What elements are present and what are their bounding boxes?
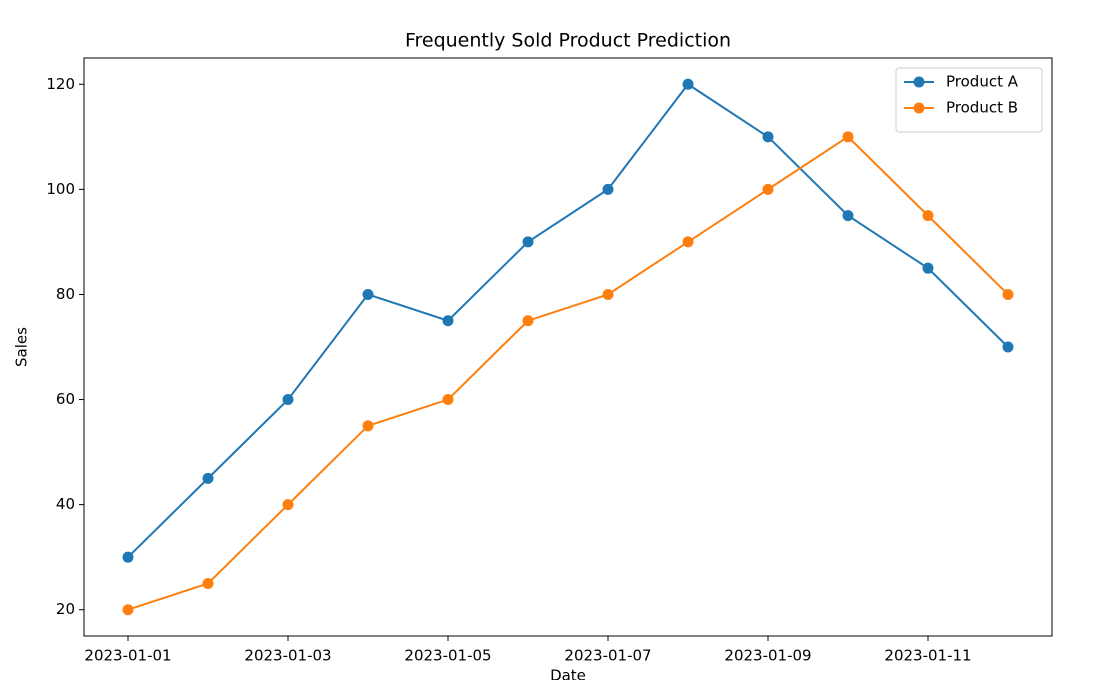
y-tick-label: 120 [46,75,75,93]
y-tick-label: 100 [46,180,75,198]
y-tick-label: 80 [56,285,75,303]
legend-marker [913,102,925,114]
data-point [842,131,854,143]
data-point [202,577,214,589]
plot-frame [83,57,1053,637]
y-tick-label: 60 [56,390,75,408]
y-tick-label: 20 [56,600,75,618]
legend-marker [913,76,925,88]
data-point [282,499,294,511]
legend-label: Product B [946,99,1018,117]
chart-title: Frequently Sold Product Prediction [405,30,731,52]
data-point [282,394,294,406]
x-tick-label: 2023-01-01 [84,647,171,665]
data-point [762,131,774,143]
data-point [682,78,694,90]
data-point [842,210,854,222]
x-axis-label: Date [550,667,586,680]
legend-label: Product A [946,73,1019,91]
data-point [922,262,934,274]
x-tick-label: 2023-01-07 [564,647,651,665]
data-point [522,236,534,248]
data-point [1002,288,1014,300]
series-line [127,82,1009,558]
data-point [202,472,214,484]
data-point [362,288,374,300]
data-point [922,210,934,222]
legend-box [895,67,1043,133]
data-point [602,183,614,195]
x-tick-label: 2023-01-09 [724,647,811,665]
series-line [127,135,1009,611]
x-tick-label: 2023-01-11 [884,647,971,665]
data-point [122,551,134,563]
data-point [442,315,454,327]
data-point [122,604,134,616]
data-point [762,183,774,195]
data-point [682,236,694,248]
x-tick-label: 2023-01-05 [404,647,491,665]
data-point [602,288,614,300]
data-point [362,420,374,432]
x-tick-label: 2023-01-03 [244,647,331,665]
y-tick-label: 40 [56,495,75,513]
data-point [1002,341,1014,353]
y-axis-label: Sales [13,327,31,367]
data-point [442,394,454,406]
data-point [522,315,534,327]
